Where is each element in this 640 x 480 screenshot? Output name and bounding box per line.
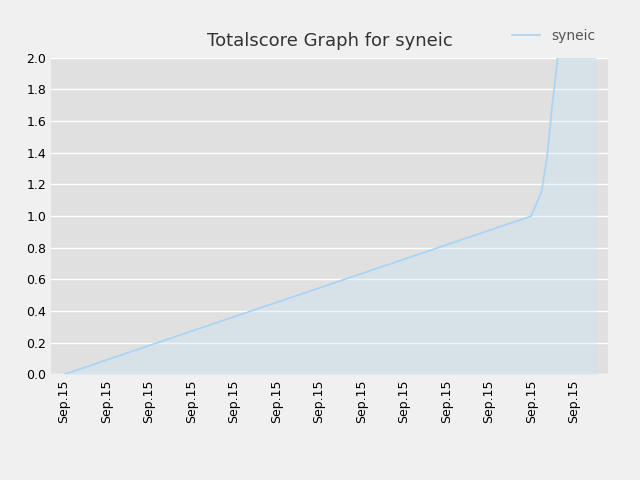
syneic	[548, 101, 556, 107]
syneic	[60, 372, 68, 377]
syneic	[570, 55, 578, 60]
syneic	[377, 264, 385, 270]
Line: syneic: syneic	[64, 58, 595, 374]
syneic	[162, 337, 170, 343]
Title: Totalscore Graph for syneic: Totalscore Graph for syneic	[207, 33, 452, 50]
syneic	[184, 330, 191, 336]
syneic	[554, 55, 561, 60]
Legend: syneic: syneic	[507, 24, 601, 48]
syneic	[591, 55, 599, 60]
syneic	[334, 279, 342, 285]
